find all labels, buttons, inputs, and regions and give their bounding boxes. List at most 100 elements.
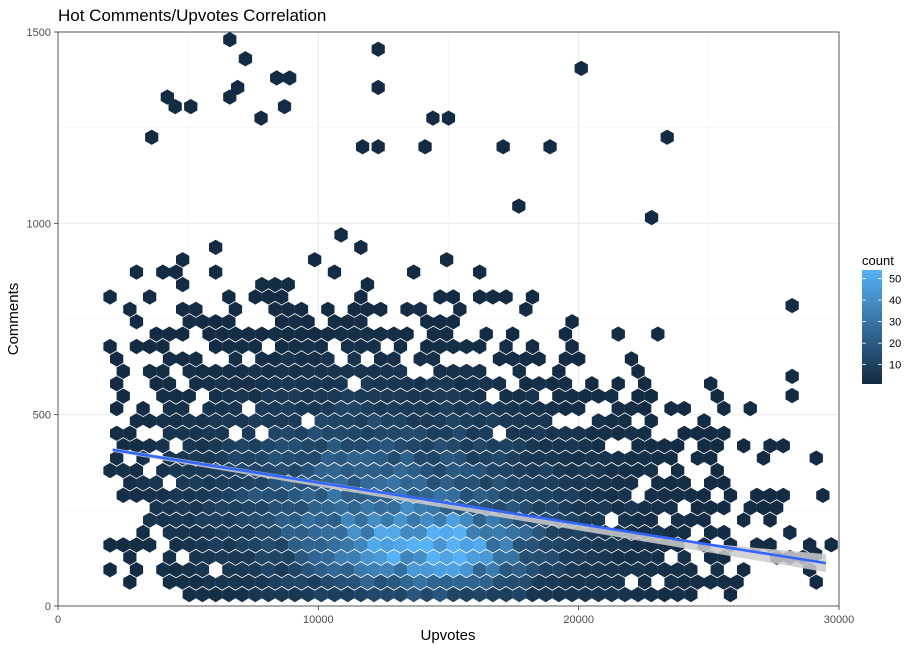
hexbin-cell — [321, 549, 335, 565]
hexbin-cell — [413, 351, 427, 367]
hexbin-cell — [591, 512, 606, 528]
hexbin-cell — [473, 363, 487, 379]
hexbin-cell — [440, 400, 454, 417]
hexbin-cell — [334, 500, 348, 516]
hexbin-cell — [552, 562, 566, 578]
hexbin-cell — [235, 388, 249, 404]
hexbin-cell — [611, 475, 625, 491]
hexbin-cell — [169, 264, 183, 280]
hexbin-cell — [657, 487, 672, 503]
hexbin-cell — [532, 500, 546, 516]
hexbin-cell — [110, 400, 124, 417]
hexbin-cell — [160, 89, 174, 105]
hexbin-cell — [242, 425, 256, 441]
hexbin-cell — [591, 438, 606, 454]
hexbin-cell — [393, 338, 408, 355]
hexbin-cell — [268, 425, 282, 441]
hexbin-cell — [704, 450, 718, 466]
hexbin-cell — [308, 400, 322, 417]
hexbin-cell — [506, 574, 520, 590]
hexbin-cell — [492, 524, 507, 541]
hexbin-cell — [268, 326, 282, 342]
hexbin-cell — [446, 512, 460, 528]
hexbin-cell — [143, 413, 157, 429]
hexbin-cell — [486, 462, 500, 479]
hexbin-cell — [176, 400, 190, 417]
hexbin-cell — [129, 487, 144, 503]
hexbin-cell — [519, 301, 533, 317]
hexbin-cell — [552, 462, 566, 479]
hexbin-cell — [123, 301, 137, 317]
hexbin-cell — [347, 450, 361, 466]
hexbin-cell — [189, 524, 203, 541]
hexbin-cell — [129, 537, 144, 553]
hexbin-cell — [209, 264, 223, 280]
hexbin-cell — [235, 363, 249, 379]
hexbin-cell — [327, 438, 342, 454]
hexbin-cell — [572, 400, 586, 417]
hexbin-cell — [717, 475, 731, 491]
hexbin-cell — [308, 500, 322, 516]
hexbin-cell — [367, 363, 381, 379]
hexbin-cell — [334, 227, 348, 243]
hexbin-cell — [294, 376, 309, 392]
hexbin-cell — [308, 450, 322, 466]
hexbin-cell — [545, 400, 559, 417]
hexbin-cell — [374, 549, 388, 565]
hexbin-cell — [387, 351, 401, 367]
hexbin-cell — [156, 562, 170, 578]
y-axis-title: Comments — [5, 283, 22, 356]
hexbin-cell — [347, 351, 361, 367]
hexbin-cell — [453, 425, 467, 441]
hexbin-cell — [512, 537, 526, 553]
hexbin-cell — [611, 425, 625, 441]
hexbin-cell — [572, 425, 586, 441]
hexbin-cell — [360, 524, 375, 541]
hexbin-cell — [281, 276, 295, 293]
hexbin-cell — [275, 512, 289, 528]
hexbin-cell — [519, 475, 533, 491]
hexbin-cell — [565, 487, 579, 503]
hexbin-cell — [123, 549, 137, 565]
hexbin-cell — [367, 438, 381, 454]
hexbin-cell — [255, 376, 269, 392]
hexbin-cell — [440, 376, 454, 392]
hexbin-cell — [222, 338, 236, 355]
hexbin-cell — [446, 487, 460, 503]
hexbin-cell — [162, 400, 177, 417]
hexbin-cell — [525, 413, 540, 429]
hexbin-cell — [565, 537, 579, 553]
hexbin-cell — [413, 376, 427, 392]
hexbin-cell — [360, 301, 375, 317]
hexbin-cell — [195, 586, 210, 603]
hexbin-cell — [785, 298, 799, 314]
hexbin-cell — [341, 537, 355, 553]
hexbin-cell — [611, 376, 625, 392]
hexbin-cell — [644, 438, 658, 454]
hexbin-cell — [301, 314, 315, 330]
hexbin-cell — [631, 438, 645, 454]
hexbin-cell — [413, 574, 427, 590]
hexbin-cell — [453, 376, 467, 392]
hexbin-cell — [347, 326, 361, 342]
hexbin-cell — [367, 388, 381, 404]
hexbin-cell — [717, 400, 731, 417]
hexbin-cell — [215, 524, 229, 541]
hexbin-cell — [539, 562, 553, 578]
hexbin-cell — [598, 475, 612, 491]
hexbin-cell — [558, 351, 573, 367]
hexbin-cell — [116, 487, 130, 503]
hexbin-cell — [228, 326, 243, 342]
hexbin-cell — [723, 487, 738, 503]
hexbin-cell — [737, 438, 751, 454]
hexbin-cell — [624, 500, 639, 516]
y-tick-label: 500 — [33, 410, 51, 422]
hexbin-cell — [169, 462, 183, 479]
hexbin-cell — [209, 363, 223, 379]
hexbin-cell — [644, 512, 658, 528]
hexbin-cell — [413, 301, 427, 317]
hexbin-cell — [387, 475, 401, 491]
hexbin-cell — [380, 363, 394, 379]
hexbin-cell — [525, 438, 540, 454]
hexbin-cell — [228, 475, 243, 491]
